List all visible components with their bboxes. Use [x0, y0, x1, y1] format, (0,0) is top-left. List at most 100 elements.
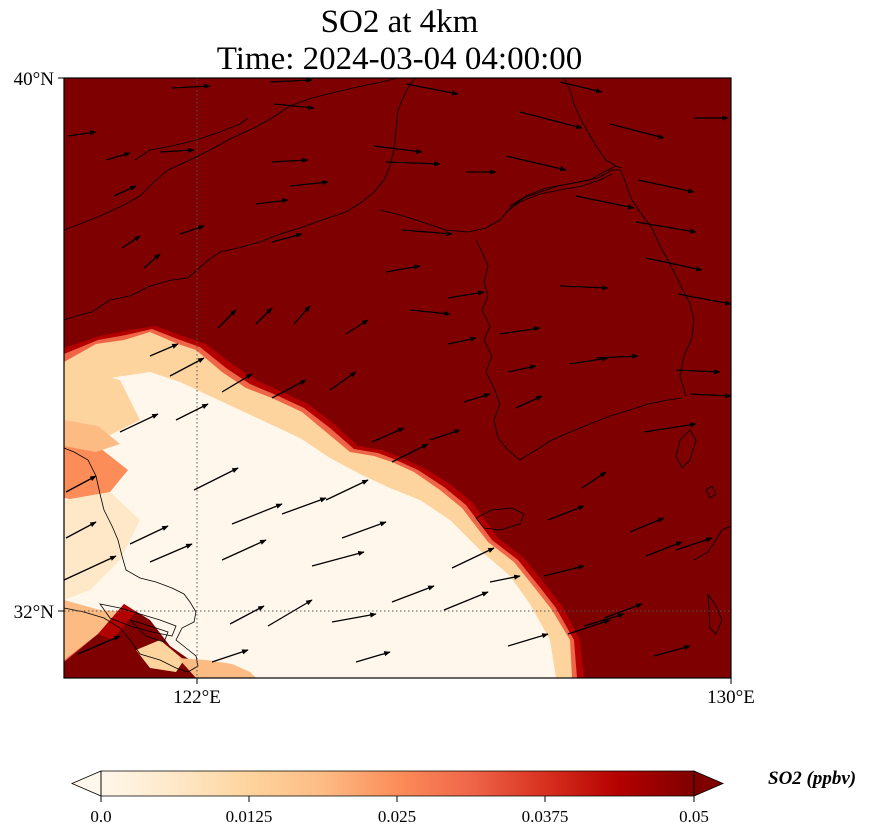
- wind-arrow: [489, 574, 521, 583]
- wind-arrow: [569, 356, 609, 365]
- wind-arrow: [341, 521, 387, 539]
- wind-arrow: [391, 585, 435, 603]
- colorbar-gradient: [101, 771, 694, 796]
- wind-arrow: [507, 633, 549, 647]
- wind-arrow: [547, 505, 585, 521]
- wind-arrow: [143, 253, 161, 269]
- wind-arrow: [559, 285, 609, 291]
- wind-arrow: [281, 497, 327, 515]
- wind-arrow: [603, 603, 643, 619]
- wind-arrow: [519, 111, 583, 130]
- wind-arrow: [583, 613, 625, 627]
- colorbar-label: SO2 (ppbv): [768, 768, 857, 789]
- wind-arrow: [129, 525, 169, 545]
- lat-tick-40: 40°N: [14, 69, 64, 90]
- gridlines: [64, 78, 731, 678]
- wind-arrow: [65, 475, 97, 493]
- lon-tick-130: 130°E: [707, 678, 755, 708]
- wind-arrow: [451, 547, 495, 569]
- wind-arrow: [175, 403, 209, 421]
- colorbar-tick-label: 0.0: [90, 807, 111, 826]
- wind-arrow: [331, 612, 377, 623]
- wind-arrow: [325, 479, 369, 501]
- wind-arrow: [595, 353, 639, 359]
- wind-arrow: [505, 155, 567, 172]
- wind-arrow: [385, 264, 421, 273]
- wind-arrow: [567, 619, 611, 635]
- lat-tick-32: 32°N: [14, 602, 64, 623]
- wind-arrow: [269, 78, 313, 83]
- wind-arrow: [271, 157, 309, 163]
- wind-arrow: [689, 393, 731, 399]
- wind-arrow: [543, 564, 585, 577]
- wind-arrow: [77, 635, 121, 655]
- wind-arrow: [507, 364, 537, 373]
- map-title: SO2 at 4km: [320, 4, 479, 40]
- wind-arrow: [255, 307, 273, 325]
- colorbar-extend-high: [693, 770, 725, 797]
- wind-arrow: [675, 537, 713, 551]
- colorbar-tick-label: 0.025: [378, 807, 416, 826]
- wind-arrow: [171, 83, 211, 89]
- colorbar: 0.0 0.0125 0.025 0.0375 0.05: [70, 770, 725, 826]
- wind-arrow: [391, 443, 429, 463]
- wind-arrow: [169, 357, 205, 377]
- wind-arrow: [289, 180, 329, 187]
- wind-arrow: [267, 599, 313, 627]
- wind-arrow: [447, 336, 477, 345]
- wind-arrow: [105, 152, 131, 161]
- wind-arrow: [113, 185, 137, 197]
- wind-arrow: [643, 422, 697, 433]
- wind-arrow: [221, 373, 253, 393]
- wind-arrow: [65, 521, 97, 539]
- wind-arrow: [409, 309, 451, 317]
- wind-vectors: [64, 78, 731, 663]
- wind-arrow: [559, 81, 603, 94]
- wind-arrow: [463, 393, 491, 403]
- wind-arrow: [64, 555, 117, 581]
- wind-arrow: [447, 290, 485, 299]
- wind-arrow: [515, 395, 543, 409]
- wind-arrow: [179, 225, 205, 235]
- wind-arrow: [329, 371, 357, 391]
- lon-tick-label-122: 122°E: [173, 687, 221, 708]
- wind-arrow: [429, 429, 461, 441]
- wind-arrow: [499, 326, 541, 335]
- map-subtitle-time: Time: 2024-03-04 04:00:00: [216, 41, 583, 77]
- colorbar-tick-label: 0.0375: [522, 807, 569, 826]
- map-frame: [63, 77, 732, 679]
- colorbar-extend-low: [70, 770, 102, 797]
- wind-arrow: [149, 543, 193, 563]
- wind-arrow: [581, 471, 607, 489]
- colorbar-tick-label: 0.05: [679, 807, 709, 826]
- wind-arrow: [149, 343, 179, 357]
- wind-arrow: [273, 103, 315, 111]
- wind-arrow: [675, 369, 721, 375]
- wind-arrow: [119, 413, 159, 433]
- wind-arrow: [231, 503, 283, 525]
- wind-arrow: [653, 645, 691, 657]
- wind-arrow: [217, 309, 237, 329]
- lon-tick-label-130: 130°E: [707, 687, 755, 708]
- lat-tick-label-40: 40°N: [14, 69, 55, 90]
- wind-arrow: [121, 235, 141, 249]
- wind-arrow: [635, 221, 697, 234]
- colorbar-tick-label: 0.0125: [226, 807, 273, 826]
- wind-arrow: [159, 147, 195, 153]
- wind-arrow: [271, 379, 307, 399]
- wind-arrow: [405, 83, 459, 96]
- wind-arrow: [293, 305, 311, 325]
- wind-arrow: [371, 427, 405, 443]
- wind-arrow: [311, 551, 365, 567]
- wind-arrow: [637, 179, 695, 194]
- wind-arrow: [645, 541, 683, 557]
- wind-arrow: [401, 229, 453, 237]
- wind-arrow: [609, 123, 665, 140]
- wind-arrow: [345, 319, 369, 335]
- wind-arrow: [677, 293, 731, 306]
- wind-arrow: [229, 605, 265, 625]
- wind-arrow: [575, 195, 635, 210]
- wind-arrow: [629, 517, 665, 533]
- colorbar-ticks: [100, 796, 695, 802]
